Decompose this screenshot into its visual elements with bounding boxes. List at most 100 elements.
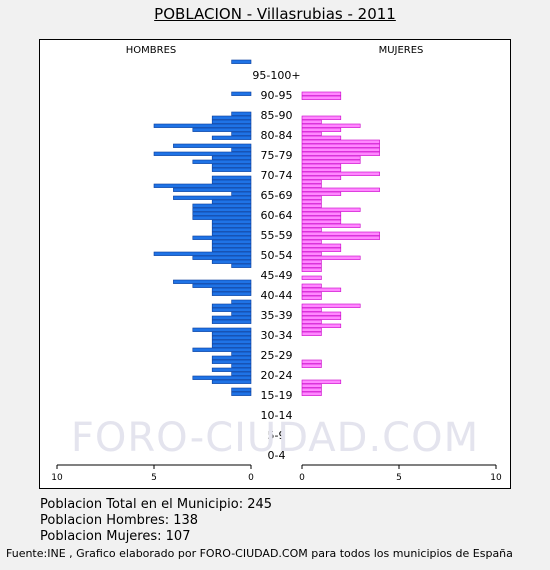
- summary-total: Poblacion Total en el Municipio: 245: [40, 497, 273, 512]
- bar-women-55-59-1: [301, 223, 361, 228]
- bar-men-55-59-1: [211, 223, 252, 228]
- bar-women-35-39-2: [301, 307, 322, 312]
- age-group-label: 60-64: [261, 209, 293, 222]
- bar-men-40-44-1: [192, 283, 252, 288]
- bar-women-60-64-1: [301, 203, 322, 208]
- age-group-label: 30-34: [261, 329, 293, 342]
- bar-men-70-74-0: [192, 159, 252, 164]
- bar-men-20-24-3: [231, 371, 252, 376]
- bar-women-80-84-3: [301, 131, 322, 136]
- bar-women-50-54-4: [301, 255, 361, 260]
- age-group-label: 75-79: [261, 149, 293, 162]
- age-group-label: 40-44: [261, 289, 293, 302]
- bar-men-55-59-0: [211, 219, 252, 224]
- chart-frame: HOMBRES MUJERES 95-100+ 90-95 85-90 80-84 75…: [39, 39, 511, 489]
- bar-women-75-79-3: [301, 151, 380, 156]
- bar-women-60-64-2: [301, 207, 361, 212]
- bar-men-30-34-4: [211, 335, 252, 340]
- bar-men-30-34-0: [211, 319, 252, 324]
- bar-men-75-79-1: [173, 143, 252, 148]
- hombres-header: HOMBRES: [126, 45, 177, 56]
- bar-women-20-24-0: [301, 359, 322, 364]
- bar-men-15-19-0: [211, 379, 252, 384]
- bar-women-65-69-2: [301, 187, 380, 192]
- bar-men-25-29-3: [231, 351, 252, 356]
- age-group-label: 15-19: [261, 389, 293, 402]
- bar-men-20-24-0: [211, 359, 252, 364]
- bar-women-45-49-4: [301, 275, 322, 280]
- bar-men-50-54-3: [153, 251, 252, 256]
- bar-men-25-29-4: [211, 355, 252, 360]
- bar-men-75-79-4: [211, 155, 252, 160]
- bar-men-15-19-2: [231, 387, 252, 392]
- bar-women-30-34-0: [301, 319, 322, 324]
- bar-women-80-84-2: [301, 127, 342, 132]
- bar-men-95-100+-0: [231, 59, 252, 64]
- bar-women-55-59-4: [301, 235, 380, 240]
- bar-men-70-74-4: [211, 175, 252, 180]
- bar-men-50-54-0: [211, 239, 252, 244]
- bar-women-35-39-1: [301, 303, 361, 308]
- bar-women-50-54-1: [301, 243, 342, 248]
- age-group-label: 65-69: [261, 189, 293, 202]
- bar-men-85-89-4: [211, 115, 252, 120]
- bar-women-45-49-2: [301, 267, 322, 272]
- bar-men-15-19-3: [231, 391, 252, 396]
- bar-men-40-44-3: [211, 291, 252, 296]
- bar-women-80-84-4: [301, 135, 342, 140]
- age-group-label: 35-39: [261, 309, 293, 322]
- bar-men-50-54-2: [211, 247, 252, 252]
- bar-women-55-59-3: [301, 231, 380, 236]
- bar-men-50-54-1: [211, 243, 252, 248]
- bar-women-65-69-4: [301, 195, 322, 200]
- bar-men-80-84-4: [211, 135, 252, 140]
- bar-women-55-59-0: [301, 219, 342, 224]
- bar-women-15-19-2: [301, 387, 322, 392]
- bar-men-35-39-1: [211, 303, 252, 308]
- bar-women-15-19-3: [301, 391, 322, 396]
- bar-men-80-84-2: [192, 127, 252, 132]
- bar-women-50-54-0: [301, 239, 322, 244]
- bar-men-40-44-2: [211, 287, 252, 292]
- bar-men-80-84-3: [231, 131, 252, 136]
- bar-men-70-74-1: [211, 163, 252, 168]
- bar-men-20-24-2: [211, 367, 252, 372]
- bar-women-40-44-1: [301, 283, 322, 288]
- bar-men-45-49-0: [211, 259, 252, 264]
- bar-women-30-34-3: [301, 331, 322, 336]
- bar-women-35-39-4: [301, 315, 342, 320]
- bar-men-60-64-1: [192, 203, 252, 208]
- bar-men-35-39-3: [231, 311, 252, 316]
- bar-women-50-54-3: [301, 251, 322, 256]
- bar-women-80-84-1: [301, 123, 361, 128]
- bar-men-30-34-3: [211, 331, 252, 336]
- bar-men-25-29-0: [211, 339, 252, 344]
- bar-men-20-24-1: [231, 363, 252, 368]
- age-group-label: 85-90: [261, 109, 293, 122]
- bar-men-20-24-4: [192, 375, 252, 380]
- age-group-label: 45-49: [261, 269, 293, 282]
- bar-men-25-29-2: [192, 347, 252, 352]
- bar-men-45-49-1: [231, 263, 252, 268]
- bar-men-70-74-2: [211, 167, 252, 172]
- bar-men-35-39-4: [211, 315, 252, 320]
- age-group-label: 25-29: [261, 349, 293, 362]
- bar-women-75-79-1: [301, 143, 380, 148]
- bar-men-35-39-2: [211, 307, 252, 312]
- bar-men-60-64-0: [211, 199, 252, 204]
- bar-women-70-74-1: [301, 163, 342, 168]
- bar-women-70-74-4: [301, 175, 342, 180]
- bar-women-45-49-0: [301, 259, 322, 264]
- women-tick-label: 5: [396, 473, 402, 483]
- bar-women-15-19-0: [301, 379, 342, 384]
- bar-women-40-44-3: [301, 291, 322, 296]
- bar-men-90-94-3: [231, 91, 252, 96]
- summary-mujeres: Poblacion Mujeres: 107: [40, 529, 191, 544]
- bar-men-80-84-0: [211, 119, 252, 124]
- bar-women-75-79-0: [301, 139, 380, 144]
- age-group-label: 50-54: [261, 249, 293, 262]
- mujeres-header: MUJERES: [379, 45, 424, 56]
- bar-women-20-24-1: [301, 363, 322, 368]
- bar-women-60-64-0: [301, 199, 322, 204]
- bar-women-35-39-3: [301, 311, 342, 316]
